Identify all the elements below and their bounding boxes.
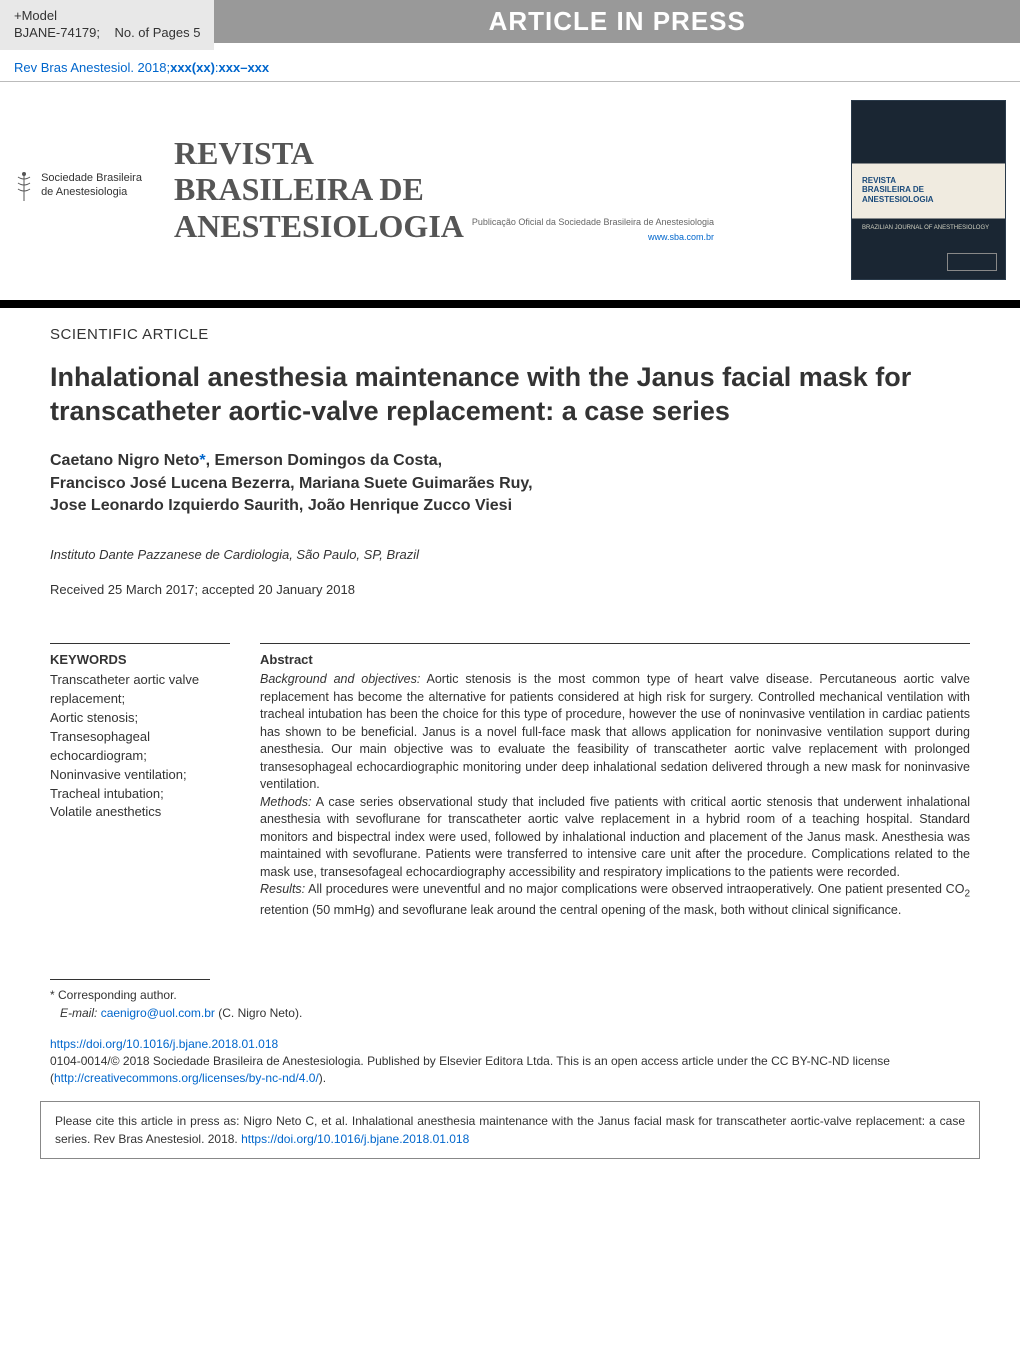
- society-line2: de Anestesiologia: [41, 186, 127, 198]
- journal-title-l3: ANESTESIOLOGIA: [174, 208, 464, 244]
- citation-line[interactable]: Rev Bras Anestesiol. 2018;xxx(xx):xxx–xx…: [0, 50, 1020, 81]
- article-title: Inhalational anesthesia maintenance with…: [50, 361, 970, 429]
- main-content: SCIENTIFIC ARTICLE Inhalational anesthes…: [0, 326, 1020, 920]
- cover-l2: BRASILEIRA DE: [862, 185, 924, 194]
- thick-divider: [0, 300, 1020, 308]
- journal-title-box: REVISTA BRASILEIRA DE ANESTESIOLOGIA Pub…: [174, 135, 831, 245]
- article-type: SCIENTIFIC ARTICLE: [50, 326, 970, 343]
- journal-subtitle: Publicação Oficial da Sociedade Brasilei…: [472, 217, 714, 227]
- authors-2: Francisco José Lucena Bezerra, Mariana S…: [50, 475, 533, 492]
- model-pages: No. of Pages 5: [114, 25, 200, 40]
- email-link[interactable]: caenigro@uol.com.br: [101, 1006, 215, 1020]
- dates: Received 25 March 2017; accepted 20 Janu…: [50, 582, 970, 597]
- journal-header: Sociedade Brasileira de Anestesiologia R…: [0, 82, 1020, 294]
- two-col: KEYWORDS Transcatheter aortic valve repl…: [50, 633, 970, 919]
- abstract-rule: [260, 643, 970, 644]
- caduceus-icon: [14, 171, 34, 209]
- citation-vol: xxx(xx): [170, 60, 215, 75]
- kw-item: Volatile anesthetics: [50, 803, 230, 822]
- society-text: Sociedade Brasileira de Anestesiologia: [41, 171, 142, 200]
- keywords-column: KEYWORDS Transcatheter aortic valve repl…: [50, 633, 230, 919]
- society-line1: Sociedade Brasileira: [41, 172, 142, 184]
- footnote-rule: [50, 979, 210, 980]
- abs-results-a: All procedures were uneventful and no ma…: [305, 882, 964, 896]
- citation-prefix: Rev Bras Anestesiol. 2018;: [14, 60, 170, 75]
- author-1: Caetano Nigro Neto: [50, 452, 199, 469]
- journal-title-l2: BRASILEIRA DE: [174, 171, 424, 207]
- citebox-text: Please cite this article in press as: Ni…: [55, 1114, 965, 1146]
- model-line1: +Model: [14, 8, 200, 25]
- doi-block: https://doi.org/10.1016/j.bjane.2018.01.…: [0, 1022, 1020, 1086]
- journal-link[interactable]: www.sba.com.br: [648, 232, 714, 242]
- cover-thumb-sub: BRAZILIAN JOURNAL OF ANESTHESIOLOGY: [862, 225, 989, 232]
- kw-item: Transcatheter aortic valve replacement;: [50, 671, 230, 709]
- citebox-link[interactable]: https://doi.org/10.1016/j.bjane.2018.01.…: [241, 1132, 469, 1146]
- footnote: * Corresponding author. E-mail: caenigro…: [50, 986, 970, 1022]
- cover-thumbnail: REVISTA BRASILEIRA DE ANESTESIOLOGIA BRA…: [851, 100, 1006, 280]
- abstract-column: Abstract Background and objectives: Aort…: [260, 633, 970, 919]
- journal-subtitle-wrap: Publicação Oficial da Sociedade Brasilei…: [472, 217, 714, 245]
- cite-box: Please cite this article in press as: Ni…: [40, 1101, 980, 1159]
- abs-methods-label: Methods:: [260, 795, 311, 809]
- abs-results-b: retention (50 mmHg) and sevoflurane leak…: [260, 903, 901, 917]
- affiliation: Instituto Dante Pazzanese de Cardiologia…: [50, 547, 970, 562]
- kw-item: Aortic stenosis;: [50, 709, 230, 728]
- abstract-header: Abstract: [260, 652, 970, 667]
- keywords-list: Transcatheter aortic valve replacement; …: [50, 671, 230, 822]
- copyright-b: ).: [319, 1071, 326, 1085]
- abs-results-label: Results:: [260, 882, 305, 896]
- cover-l3: ANESTESIOLOGIA: [862, 195, 934, 204]
- citation-pages: xxx–xxx: [219, 60, 270, 75]
- model-line2: BJANE-74179; No. of Pages 5: [14, 25, 200, 42]
- doi-link[interactable]: https://doi.org/10.1016/j.bjane.2018.01.…: [50, 1037, 278, 1051]
- keywords-header: KEYWORDS: [50, 652, 230, 667]
- abs-bg-text: Aortic stenosis is the most common type …: [260, 672, 970, 791]
- article-in-press-banner: ARTICLE IN PRESS: [214, 0, 1020, 43]
- journal-title: REVISTA BRASILEIRA DE ANESTESIOLOGIA: [174, 135, 464, 245]
- model-id: BJANE-74179;: [14, 25, 100, 40]
- journal-title-l1: REVISTA: [174, 135, 314, 171]
- cover-l1: REVISTA: [862, 176, 896, 185]
- cover-thumb-badge: [947, 253, 997, 271]
- corr-label: Corresponding author.: [55, 988, 177, 1002]
- authors-3: Jose Leonardo Izquierdo Saurith, João He…: [50, 497, 512, 514]
- model-box: +Model BJANE-74179; No. of Pages 5: [0, 0, 214, 50]
- email-label: E-mail:: [60, 1006, 101, 1020]
- top-header: +Model BJANE-74179; No. of Pages 5 ARTIC…: [0, 0, 1020, 50]
- authors: Caetano Nigro Neto*, Emerson Domingos da…: [50, 450, 970, 517]
- abstract-body: Background and objectives: Aortic stenos…: [260, 671, 970, 919]
- kw-item: Tracheal intubation;: [50, 785, 230, 804]
- email-suffix: (C. Nigro Neto).: [215, 1006, 302, 1020]
- abs-methods-text: A case series observational study that i…: [260, 795, 970, 879]
- abs-results-sub: 2: [964, 889, 970, 900]
- cover-thumb-title: REVISTA BRASILEIRA DE ANESTESIOLOGIA: [862, 176, 934, 205]
- abs-bg-label: Background and objectives:: [260, 672, 420, 686]
- license-link[interactable]: http://creativecommons.org/licenses/by-n…: [54, 1071, 319, 1085]
- authors-1b: , Emerson Domingos da Costa,: [206, 452, 442, 469]
- kw-item: Noninvasive ventilation;: [50, 766, 230, 785]
- kw-item: Transesophageal echocardiogram;: [50, 728, 230, 766]
- kw-rule: [50, 643, 230, 644]
- footer-area: * Corresponding author. E-mail: caenigro…: [0, 919, 1020, 1022]
- society-logo: Sociedade Brasileira de Anestesiologia: [14, 171, 154, 209]
